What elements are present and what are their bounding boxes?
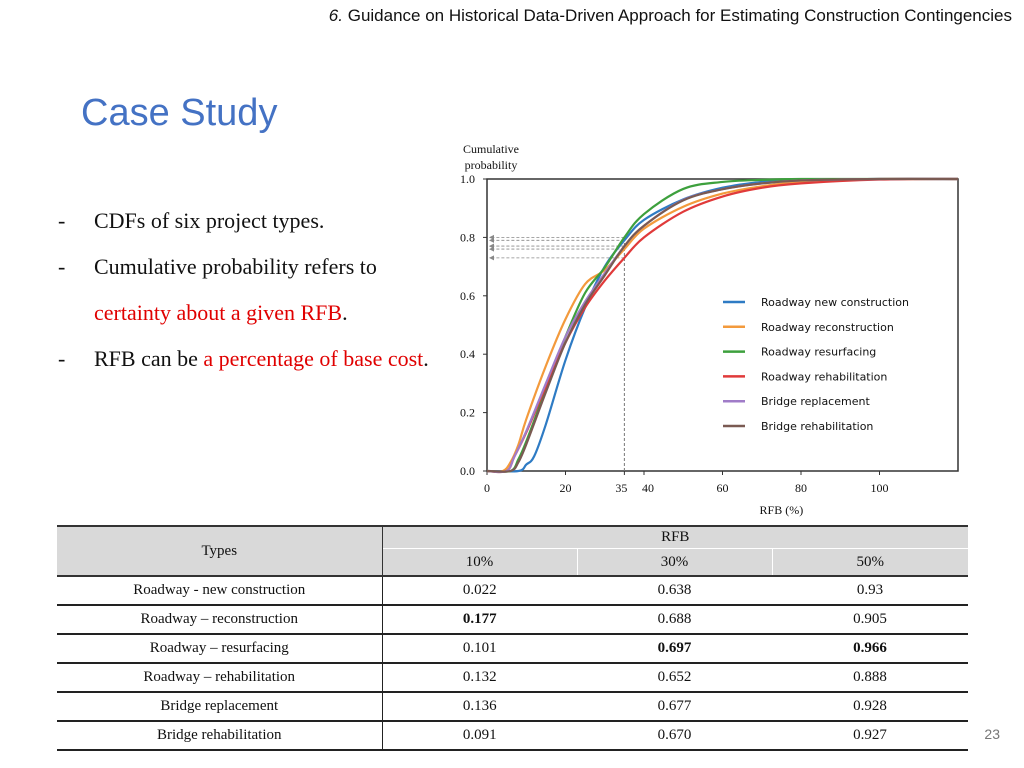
rfb-table: Types RFB 10% 30% 50% Roadway - new cons… <box>57 525 968 751</box>
bullet-list: - CDFs of six project types. - Cumulative p… <box>58 198 438 382</box>
value-cell: 0.177 <box>382 605 577 635</box>
bullet-item: - Cumulative probability refers to certai… <box>58 244 438 336</box>
legend-label: Bridge replacement <box>761 395 870 408</box>
rfb-header: RFB <box>382 525 968 549</box>
bullet-item: - RFB can be a percentage of base cost. <box>58 336 438 382</box>
bullet-text: Cumulative probability refers to <box>94 254 377 279</box>
value-cell: 0.022 <box>382 576 577 606</box>
arrow-head <box>489 234 494 240</box>
x-tick-label: 40 <box>642 481 654 495</box>
value-cell: 0.638 <box>577 576 772 606</box>
bold-value: 0.966 <box>853 640 887 656</box>
x-tick-label: 20 <box>560 481 572 495</box>
type-cell: Bridge replacement <box>57 692 383 722</box>
value-cell: 0.670 <box>577 721 772 751</box>
bullet-dash: - <box>58 208 66 233</box>
value-cell: 0.697 <box>577 634 772 664</box>
legend-label: Bridge rehabilitation <box>761 420 873 433</box>
value-cell: 0.136 <box>382 692 577 722</box>
bold-value: 0.697 <box>657 640 692 656</box>
bullet-text: . <box>342 300 348 325</box>
y-axis-label: Cumulative <box>463 142 519 156</box>
bold-value: 0.177 <box>462 611 497 627</box>
bullet-text: RFB can be <box>94 346 204 371</box>
value-cell: 0.928 <box>772 692 968 722</box>
value-cell: 0.652 <box>577 663 772 693</box>
value-cell: 0.091 <box>382 721 577 751</box>
value-cell: 0.688 <box>577 605 772 635</box>
series-line-2 <box>486 177 958 473</box>
types-header: Types <box>57 525 383 577</box>
bullet-item: - CDFs of six project types. <box>58 198 438 244</box>
table-row: Roadway – rehabilitation 0.132 0.652 0.888 <box>57 663 968 693</box>
arrow-head <box>489 243 494 249</box>
bullet-text: . <box>423 346 429 371</box>
legend-label: Roadway rehabilitation <box>761 370 887 383</box>
section-number: 6. <box>328 6 343 25</box>
y-tick-label: 1.0 <box>460 172 475 186</box>
legend-label: Roadway resurfacing <box>761 346 876 359</box>
legend-label: Roadway new construction <box>761 296 909 309</box>
y-axis-label: probability <box>465 158 518 172</box>
x-tick-label: 60 <box>717 481 729 495</box>
series-line-5 <box>486 177 959 473</box>
y-tick-label: 0.6 <box>460 289 475 303</box>
slide-header: 6. Guidance on Historical Data-Driven Ap… <box>329 6 1012 26</box>
bullet-dash: - <box>58 254 66 279</box>
page-number: 23 <box>984 726 1000 742</box>
value-cell: 0.93 <box>772 576 968 606</box>
y-tick-label: 0.4 <box>460 347 475 361</box>
type-cell: Roadway - new construction <box>57 576 383 606</box>
table-row: Roadway - new construction 0.022 0.638 0.93 <box>57 576 968 606</box>
value-cell: 0.966 <box>772 634 968 664</box>
bullet-dash: - <box>58 346 66 371</box>
y-tick-label: 0.8 <box>460 230 475 244</box>
legend-label: Roadway reconstruction <box>761 321 894 334</box>
value-cell: 0.677 <box>577 692 772 722</box>
table-row: Roadway – reconstruction 0.177 0.688 0.905 <box>57 605 968 635</box>
x-tick-label: 80 <box>795 481 807 495</box>
table-row: Roadway – resurfacing 0.101 0.697 0.966 <box>57 634 968 664</box>
column-header-10: 10% <box>382 548 577 577</box>
arrow-head <box>489 255 494 261</box>
value-cell: 0.101 <box>382 634 577 664</box>
y-tick-label: 0.2 <box>460 406 475 420</box>
value-cell: 0.888 <box>772 663 968 693</box>
series-line-1 <box>486 177 959 473</box>
bullet-highlight: a percentage of base cost <box>203 346 424 371</box>
bullet-text: CDFs of six project types. <box>94 208 325 233</box>
x-axis-label: RFB (%) <box>760 503 804 517</box>
type-cell: Roadway – rehabilitation <box>57 663 383 693</box>
table-row: Bridge replacement 0.136 0.677 0.928 <box>57 692 968 722</box>
value-cell: 0.132 <box>382 663 577 693</box>
table-row: Bridge rehabilitation 0.091 0.670 0.927 <box>57 721 968 751</box>
type-cell: Roadway – reconstruction <box>57 605 383 635</box>
bullet-highlight: certainty about a given RFB <box>94 300 343 325</box>
table-subheader-row: 10% 30% 50% <box>57 548 968 577</box>
value-cell: 0.905 <box>772 605 968 635</box>
x-tick-label: 100 <box>871 481 889 495</box>
table-header-row: Types RFB <box>57 525 968 577</box>
page-title: Case Study <box>81 92 278 134</box>
cdf-chart: Cumulative probability 0.0 0.2 0.4 0.6 0.8 1.0 0… <box>460 142 959 517</box>
column-header-50: 50% <box>772 548 968 577</box>
column-header-30: 30% <box>576 548 773 577</box>
value-cell: 0.927 <box>772 721 968 751</box>
x-tick-label: 35 <box>615 481 627 495</box>
x-tick-label: 0 <box>484 481 490 495</box>
section-title: Guidance on Historical Data-Driven Appro… <box>347 6 1012 25</box>
type-cell: Roadway – resurfacing <box>57 634 383 664</box>
y-tick-label: 0.0 <box>460 464 475 478</box>
type-cell: Bridge rehabilitation <box>57 721 383 751</box>
